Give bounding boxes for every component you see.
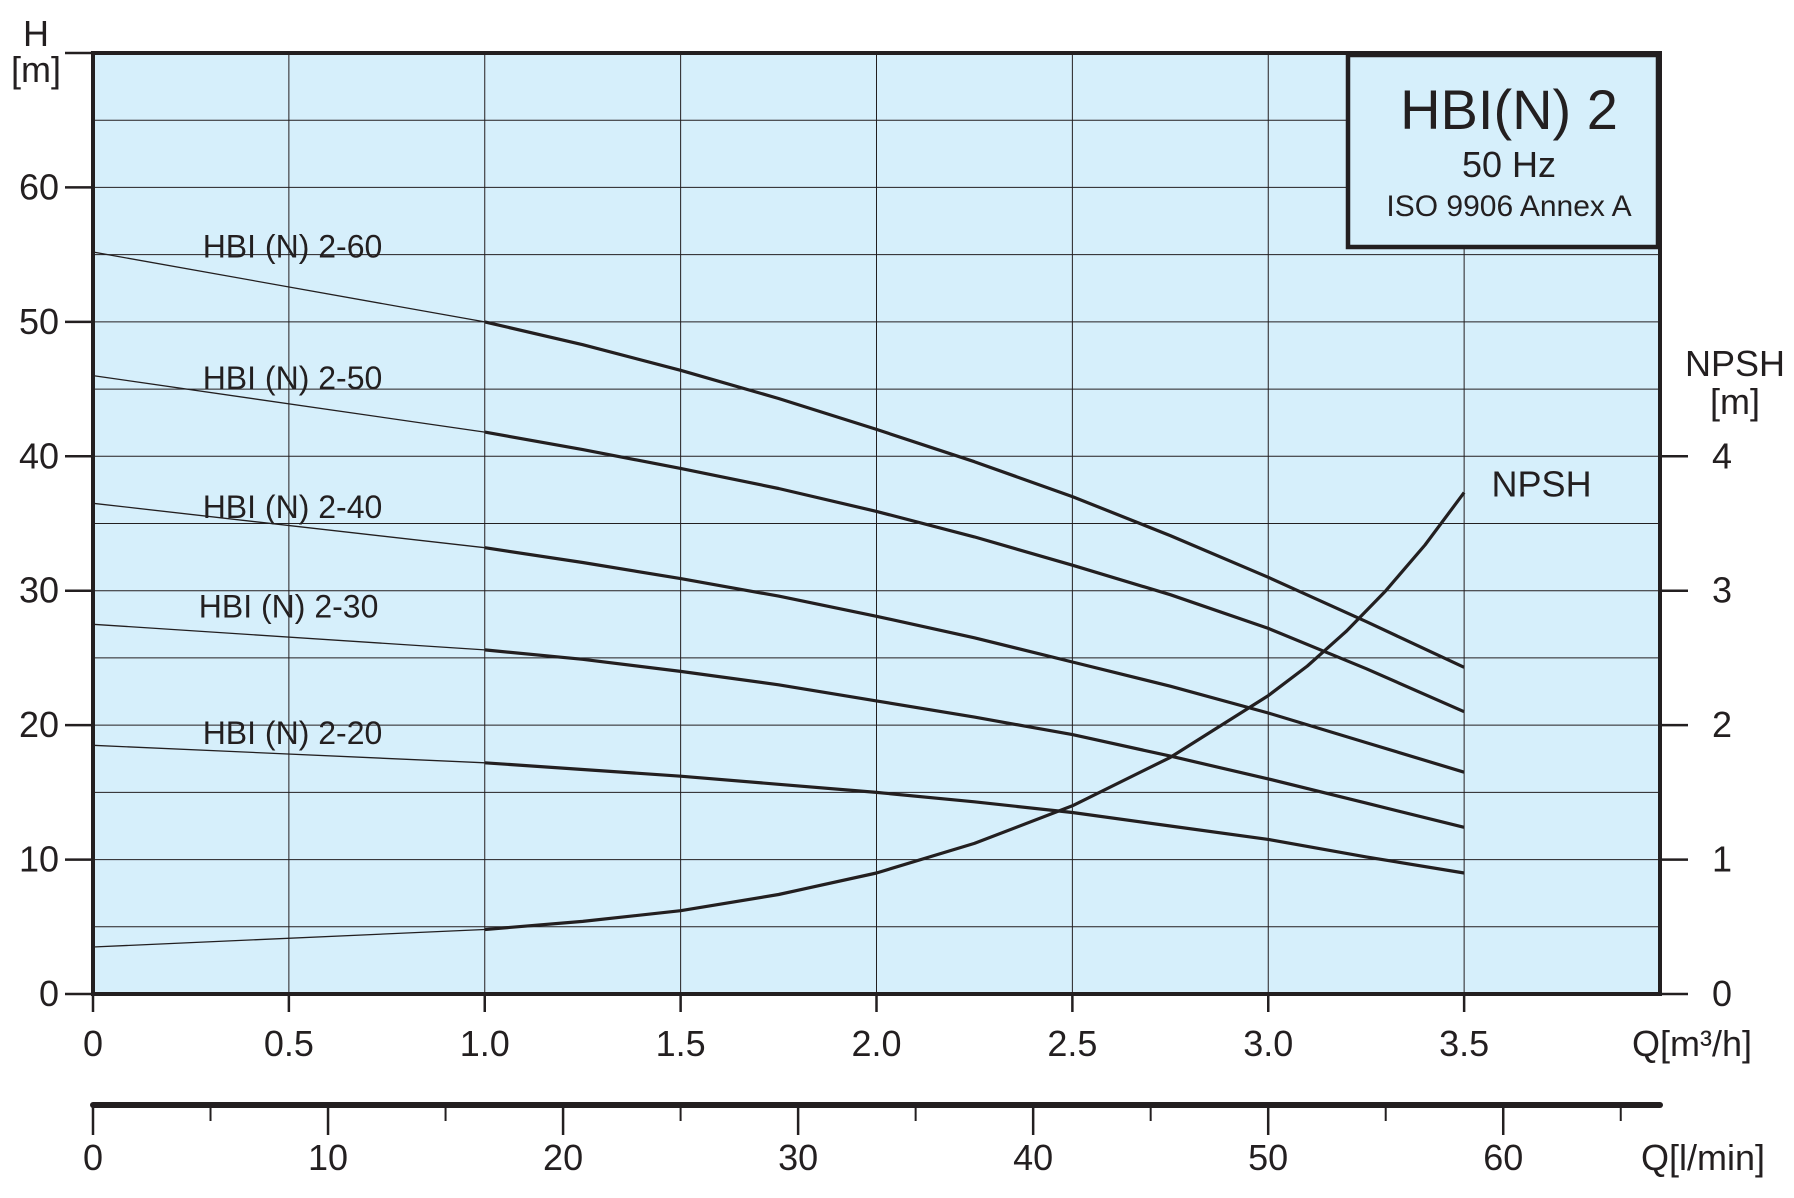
x-tick-label: 1.0 xyxy=(460,1023,510,1064)
y-tick-label: 20 xyxy=(19,704,59,745)
curves xyxy=(92,251,1466,948)
x-tick-label: 3.0 xyxy=(1243,1023,1293,1064)
y-tick-label: 40 xyxy=(19,435,59,476)
curve-3 xyxy=(484,648,1465,829)
x-tick-label: 2.0 xyxy=(851,1023,901,1064)
curve-1 xyxy=(484,430,1465,714)
x2-tick-label: 30 xyxy=(778,1137,818,1178)
x2-axis-label: Q[l/min] xyxy=(1641,1137,1765,1178)
y2-tick-label: 1 xyxy=(1712,839,1732,880)
x2-tick-label: 20 xyxy=(543,1137,583,1178)
y-tick-label: 30 xyxy=(19,570,59,611)
y2-tick-label: 0 xyxy=(1712,973,1732,1014)
series-label: NPSH xyxy=(1492,464,1592,505)
y-tick-label: 60 xyxy=(19,166,59,207)
curve-thin-2 xyxy=(92,502,485,549)
legend-standard: ISO 9906 Annex A xyxy=(1386,190,1631,223)
curve-0 xyxy=(484,320,1465,669)
series-label: HBI (N) 2-60 xyxy=(203,228,383,264)
y-tick-label: 50 xyxy=(19,301,59,342)
curve-thin-0 xyxy=(92,251,485,323)
curve-2 xyxy=(484,546,1465,774)
curve-4 xyxy=(484,761,1465,875)
x2-tick-label: 40 xyxy=(1013,1137,1053,1178)
x-tick-label: 3.5 xyxy=(1439,1023,1489,1064)
legend-frequency: 50 Hz xyxy=(1462,144,1556,185)
x-tick-label: 0 xyxy=(83,1023,103,1064)
x-tick-label: 2.5 xyxy=(1047,1023,1097,1064)
x2-tick-label: 10 xyxy=(308,1137,348,1178)
y2-tick-label: 2 xyxy=(1712,704,1732,745)
x-tick-label: 1.5 xyxy=(656,1023,706,1064)
y2-tick-label: 4 xyxy=(1712,435,1732,476)
legend-box: HBI(N) 2 50 Hz ISO 9906 Annex A xyxy=(1345,52,1661,250)
y2-axis-unit: [m] xyxy=(1710,381,1760,422)
legend-box-frame xyxy=(1345,52,1661,250)
series-label: HBI (N) 2-30 xyxy=(199,589,379,625)
curve-thin-5 xyxy=(92,928,485,948)
curve-5 xyxy=(484,491,1466,932)
x-axis-label: Q[m³/h] xyxy=(1632,1023,1752,1064)
y-tick-label: 10 xyxy=(19,839,59,880)
x-tick-label: 0.5 xyxy=(264,1023,314,1064)
x2-tick-label: 60 xyxy=(1483,1137,1523,1178)
y-axis-unit: [m] xyxy=(11,49,61,90)
curve-thin-4 xyxy=(92,744,485,764)
legend-title: HBI(N) 2 xyxy=(1400,78,1618,141)
y2-axis-label: NPSH xyxy=(1685,343,1785,384)
y2-tick-label: 3 xyxy=(1712,570,1732,611)
curve-thin-3 xyxy=(92,623,485,651)
y-axis-label: H xyxy=(23,13,49,54)
x2-tick-label: 50 xyxy=(1248,1137,1288,1178)
series-label: HBI (N) 2-20 xyxy=(203,715,383,751)
curve-thin-1 xyxy=(92,374,485,433)
labels: HBI (N) 2-60 HBI (N) 2-50 HBI (N) 2-40 HBI … xyxy=(199,228,1592,751)
y-tick-label: 0 xyxy=(39,973,59,1014)
x2-tick-label: 0 xyxy=(83,1137,103,1178)
series-label: HBI (N) 2-50 xyxy=(203,360,383,396)
series-label: HBI (N) 2-40 xyxy=(203,489,383,525)
